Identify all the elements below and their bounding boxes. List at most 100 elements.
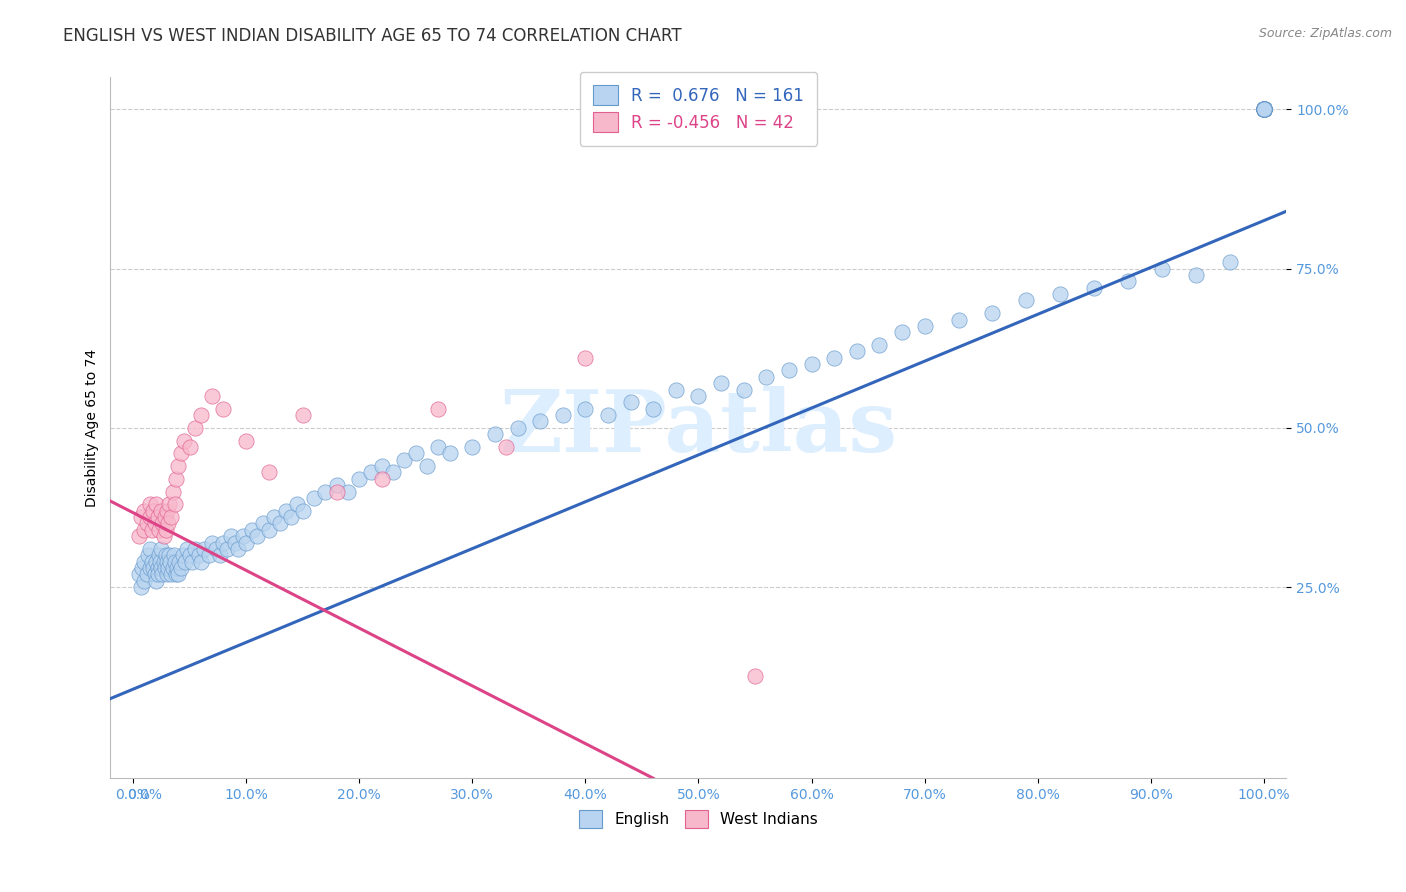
Point <box>1253 103 1275 117</box>
Point <box>142 503 165 517</box>
Point <box>1253 103 1275 117</box>
Point <box>163 555 186 569</box>
Point <box>134 503 156 517</box>
Point <box>150 561 173 575</box>
Point <box>1253 103 1275 117</box>
Point <box>157 497 180 511</box>
Point <box>190 408 212 422</box>
Point <box>823 351 845 365</box>
Point <box>551 408 574 422</box>
Point <box>596 408 619 422</box>
Point <box>1253 103 1275 117</box>
Point <box>169 561 191 575</box>
Point <box>166 561 188 575</box>
Point <box>141 555 163 569</box>
Point <box>1253 103 1275 117</box>
Point <box>134 574 156 588</box>
Point <box>169 555 191 569</box>
Point <box>201 389 224 403</box>
Point <box>405 446 427 460</box>
Point <box>226 541 249 556</box>
Point <box>1253 103 1275 117</box>
Point <box>382 466 405 480</box>
Point <box>427 440 450 454</box>
Point <box>1253 103 1275 117</box>
Point <box>291 408 314 422</box>
Point <box>1253 103 1275 117</box>
Point <box>1253 103 1275 117</box>
Point <box>152 516 174 531</box>
Point <box>150 541 173 556</box>
Point <box>156 555 179 569</box>
Point <box>1253 103 1275 117</box>
Point <box>574 401 596 416</box>
Point <box>1253 103 1275 117</box>
Point <box>163 497 186 511</box>
Point <box>139 510 162 524</box>
Point <box>688 389 710 403</box>
Point <box>155 523 177 537</box>
Point <box>198 548 221 562</box>
Point <box>157 561 180 575</box>
Point <box>190 555 212 569</box>
Point <box>1253 103 1275 117</box>
Point <box>574 351 596 365</box>
Point <box>1253 103 1275 117</box>
Point <box>134 555 156 569</box>
Point <box>152 529 174 543</box>
Point <box>1253 103 1275 117</box>
Legend: English, West Indians: English, West Indians <box>574 804 824 834</box>
Point <box>1253 103 1275 117</box>
Point <box>128 567 150 582</box>
Point <box>180 555 202 569</box>
Point <box>152 567 174 582</box>
Point <box>146 561 169 575</box>
Point <box>145 555 167 569</box>
Point <box>221 529 243 543</box>
Text: Source: ZipAtlas.com: Source: ZipAtlas.com <box>1258 27 1392 40</box>
Point <box>427 401 450 416</box>
Point <box>1083 281 1105 295</box>
Point <box>145 574 167 588</box>
Point <box>215 541 238 556</box>
Point <box>1253 103 1275 117</box>
Point <box>1253 103 1275 117</box>
Point <box>172 548 194 562</box>
Point <box>371 458 394 473</box>
Point <box>143 516 166 531</box>
Point <box>184 541 207 556</box>
Point <box>529 414 551 428</box>
Point <box>157 516 180 531</box>
Point <box>145 497 167 511</box>
Point <box>152 555 174 569</box>
Point <box>800 357 823 371</box>
Point <box>235 535 257 549</box>
Point <box>252 516 274 531</box>
Point <box>1185 268 1208 282</box>
Point <box>257 523 280 537</box>
Point <box>179 440 201 454</box>
Point <box>212 401 235 416</box>
Point <box>1253 103 1275 117</box>
Point <box>163 548 186 562</box>
Point <box>1253 103 1275 117</box>
Point <box>257 466 280 480</box>
Point <box>269 516 291 531</box>
Point <box>291 503 314 517</box>
Point <box>1253 103 1275 117</box>
Point <box>1253 103 1275 117</box>
Point <box>506 421 529 435</box>
Y-axis label: Disability Age 65 to 74: Disability Age 65 to 74 <box>86 349 100 507</box>
Point <box>665 383 688 397</box>
Point <box>160 567 183 582</box>
Point <box>148 523 170 537</box>
Point <box>1253 103 1275 117</box>
Point <box>155 548 177 562</box>
Point <box>1253 103 1275 117</box>
Point <box>209 548 232 562</box>
Point <box>134 523 156 537</box>
Point <box>643 401 665 416</box>
Point <box>156 567 179 582</box>
Point <box>131 561 153 575</box>
Point <box>845 344 868 359</box>
